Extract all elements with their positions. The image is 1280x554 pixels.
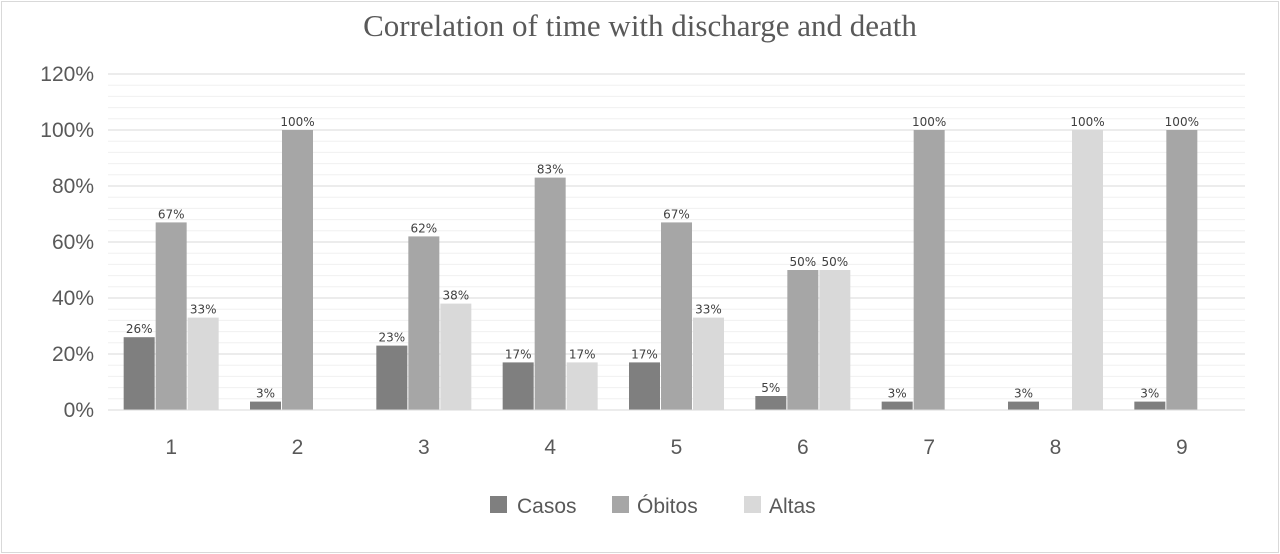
y-tick-label: 100% bbox=[40, 119, 94, 142]
y-tick-label: 0% bbox=[64, 399, 94, 422]
bar-casos-1 bbox=[123, 337, 155, 410]
x-tick-label: 2 bbox=[292, 436, 304, 459]
legend[interactable]: Casos Óbitos Altas bbox=[490, 495, 816, 518]
x-tick-label: 5 bbox=[671, 436, 683, 459]
x-tick-label: 3 bbox=[418, 436, 430, 459]
y-tick-label: 40% bbox=[52, 287, 94, 310]
data-label: 33% bbox=[190, 303, 217, 317]
data-label: 67% bbox=[158, 207, 185, 221]
data-label: 100% bbox=[912, 115, 946, 129]
x-tick-label: 4 bbox=[544, 436, 556, 459]
bar-casos-6 bbox=[755, 396, 787, 410]
data-label: 17% bbox=[631, 347, 658, 361]
data-label: 3% bbox=[1014, 387, 1033, 401]
legend-label: Altas bbox=[769, 495, 816, 518]
data-label: 5% bbox=[761, 381, 780, 395]
bar-óbitos-6 bbox=[787, 270, 819, 410]
bar-óbitos-7 bbox=[913, 130, 945, 410]
y-tick-label: 80% bbox=[52, 175, 94, 198]
bars: 26% 67% 33% 3% 100% 23% 62% 38% 17% 83% 17% 17% 67% 3… bbox=[123, 115, 1199, 410]
bar-altas-3 bbox=[440, 303, 472, 410]
legend-item-altas[interactable]: Altas bbox=[744, 495, 816, 518]
data-label: 100% bbox=[1165, 115, 1199, 129]
bar-altas-1 bbox=[187, 317, 219, 410]
data-label: 17% bbox=[569, 347, 596, 361]
chart-title: Correlation of time with discharge and d… bbox=[363, 8, 917, 43]
data-label: 67% bbox=[663, 207, 690, 221]
bar-altas-6 bbox=[819, 270, 851, 410]
data-label: 83% bbox=[537, 163, 564, 177]
bar-óbitos-3 bbox=[408, 236, 440, 410]
y-axis: 0% 20% 40% 60% 80% 100% 120% bbox=[40, 63, 94, 422]
bar-óbitos-1 bbox=[155, 222, 187, 410]
x-tick-label: 1 bbox=[165, 436, 177, 459]
bar-altas-5 bbox=[693, 317, 724, 410]
data-label: 3% bbox=[888, 387, 907, 401]
bar-óbitos-5 bbox=[661, 222, 692, 410]
x-tick-label: 9 bbox=[1176, 436, 1188, 459]
legend-swatch bbox=[744, 496, 761, 513]
bar-altas-8 bbox=[1072, 130, 1103, 410]
bar-casos-8 bbox=[1008, 401, 1039, 410]
bar-casos-4 bbox=[502, 362, 534, 410]
legend-item-óbitos[interactable]: Óbitos bbox=[612, 495, 698, 518]
bar-altas-4 bbox=[566, 362, 598, 410]
bar-óbitos-4 bbox=[534, 177, 566, 410]
data-label: 50% bbox=[789, 255, 816, 269]
y-tick-label: 20% bbox=[52, 343, 94, 366]
data-label: 26% bbox=[126, 322, 153, 336]
legend-label: Óbitos bbox=[637, 495, 698, 518]
bar-casos-9 bbox=[1134, 401, 1166, 410]
data-label: 3% bbox=[1140, 387, 1159, 401]
bar-casos-7 bbox=[881, 401, 913, 410]
data-label: 100% bbox=[280, 115, 314, 129]
data-label: 100% bbox=[1070, 115, 1104, 129]
legend-swatch bbox=[612, 496, 629, 513]
y-tick-label: 60% bbox=[52, 231, 94, 254]
data-label: 50% bbox=[821, 255, 848, 269]
bar-óbitos-9 bbox=[1166, 130, 1198, 410]
y-tick-label: 120% bbox=[40, 63, 94, 86]
bar-óbitos-2 bbox=[282, 130, 313, 410]
legend-item-casos[interactable]: Casos bbox=[490, 495, 577, 518]
x-tick-label: 8 bbox=[1050, 436, 1062, 459]
bar-casos-2 bbox=[250, 401, 281, 410]
bar-casos-3 bbox=[376, 345, 408, 410]
x-tick-label: 6 bbox=[797, 436, 809, 459]
legend-label: Casos bbox=[517, 495, 577, 518]
x-tick-label: 7 bbox=[923, 436, 935, 459]
legend-swatch bbox=[490, 496, 507, 513]
x-axis: 1 2 3 4 5 6 7 8 9 bbox=[108, 409, 1245, 459]
bar-casos-5 bbox=[629, 362, 660, 410]
data-label: 38% bbox=[442, 289, 469, 303]
data-label: 33% bbox=[695, 303, 722, 317]
data-label: 3% bbox=[256, 387, 275, 401]
data-label: 23% bbox=[378, 331, 405, 345]
data-label: 17% bbox=[505, 347, 532, 361]
data-label: 62% bbox=[410, 221, 437, 235]
